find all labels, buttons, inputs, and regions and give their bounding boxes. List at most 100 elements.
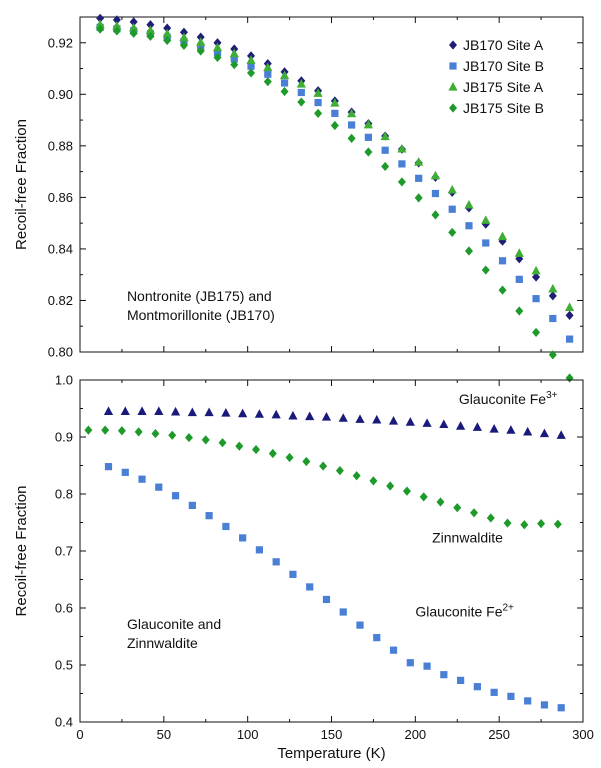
data-point xyxy=(515,306,524,316)
x-tick-label: 0 xyxy=(76,727,83,742)
data-point xyxy=(531,265,541,275)
data-point xyxy=(238,408,248,418)
x-tick-label: 250 xyxy=(488,727,510,742)
data-point xyxy=(431,189,440,198)
data-point xyxy=(503,518,512,528)
data-point xyxy=(347,108,357,118)
data-point xyxy=(532,327,541,338)
y-tick-label: 0.8 xyxy=(55,487,73,502)
data-point xyxy=(103,406,114,415)
data-point xyxy=(372,414,382,424)
data-point xyxy=(204,407,214,417)
data-point xyxy=(196,37,206,46)
annotation-text: Nontronite (JB175) and xyxy=(127,288,272,304)
data-point xyxy=(339,608,347,616)
data-point xyxy=(205,512,213,520)
data-point xyxy=(196,46,205,56)
data-point xyxy=(129,22,139,32)
data-point xyxy=(263,62,273,72)
data-point xyxy=(280,79,289,87)
data-point xyxy=(470,508,479,518)
data-point xyxy=(481,215,491,224)
y-axis-title: Recoil-free Fraction xyxy=(13,486,30,617)
y-tick-label: 0.5 xyxy=(55,658,73,673)
data-point xyxy=(389,646,398,654)
data-point xyxy=(314,98,322,107)
data-point xyxy=(565,310,574,321)
data-point xyxy=(397,177,406,187)
data-point xyxy=(381,146,389,154)
data-point xyxy=(557,704,565,712)
data-point xyxy=(235,441,244,451)
data-point xyxy=(565,335,574,343)
data-point xyxy=(212,42,223,52)
legend-label: JB170 Site B xyxy=(463,58,544,74)
data-point xyxy=(548,350,557,360)
legend-marker xyxy=(449,62,457,70)
legend-marker xyxy=(448,82,458,91)
data-point xyxy=(440,671,448,679)
data-point xyxy=(289,570,297,578)
data-point xyxy=(338,413,348,422)
data-point xyxy=(138,475,146,483)
data-point xyxy=(447,184,457,194)
data-point xyxy=(453,503,462,513)
data-point xyxy=(196,32,205,42)
data-point xyxy=(213,52,222,63)
data-point xyxy=(422,418,432,427)
data-point xyxy=(84,425,93,435)
data-point xyxy=(331,109,339,117)
legend-marker xyxy=(449,103,457,113)
data-point xyxy=(146,31,155,41)
data-point xyxy=(285,452,294,463)
data-point xyxy=(497,231,508,241)
data-point xyxy=(373,634,381,642)
data-point xyxy=(565,373,574,383)
data-point xyxy=(168,430,177,440)
data-point xyxy=(330,120,339,131)
y-tick-label: 0.4 xyxy=(55,715,73,730)
data-point xyxy=(306,583,314,591)
data-point xyxy=(381,161,390,172)
data-point xyxy=(112,21,122,30)
data-point xyxy=(263,77,272,87)
data-point xyxy=(112,26,121,36)
data-point xyxy=(279,70,290,80)
data-point xyxy=(406,659,414,667)
data-point xyxy=(171,492,180,500)
y-tick-label: 0.92 xyxy=(48,35,73,50)
data-point xyxy=(271,409,281,419)
data-point xyxy=(222,522,230,531)
y-tick-label: 0.84 xyxy=(48,241,73,256)
data-point xyxy=(415,174,423,182)
data-point xyxy=(523,426,533,436)
data-point xyxy=(456,421,466,430)
data-point xyxy=(356,621,364,629)
annotation-text: Montmorillonite (JB170) xyxy=(127,307,275,323)
data-point xyxy=(540,701,549,709)
data-point xyxy=(184,432,193,443)
data-point xyxy=(129,17,138,27)
data-point xyxy=(155,483,163,491)
data-point xyxy=(252,444,261,455)
data-point xyxy=(280,86,289,97)
data-point xyxy=(386,481,395,491)
data-point xyxy=(397,143,407,153)
data-point xyxy=(539,428,550,438)
data-point xyxy=(473,683,481,691)
data-point xyxy=(96,24,105,34)
data-point xyxy=(436,497,445,507)
data-point xyxy=(414,193,423,203)
data-point xyxy=(330,98,340,107)
data-point xyxy=(489,424,499,433)
x-tick-label: 300 xyxy=(572,727,594,742)
data-point xyxy=(247,68,256,78)
data-point xyxy=(498,285,507,295)
y-tick-label: 0.90 xyxy=(48,87,73,102)
data-point xyxy=(556,430,566,439)
data-point xyxy=(272,558,280,566)
data-point xyxy=(229,48,239,58)
x-tick-label: 200 xyxy=(404,727,426,742)
data-point xyxy=(104,463,113,471)
data-point xyxy=(520,520,529,530)
